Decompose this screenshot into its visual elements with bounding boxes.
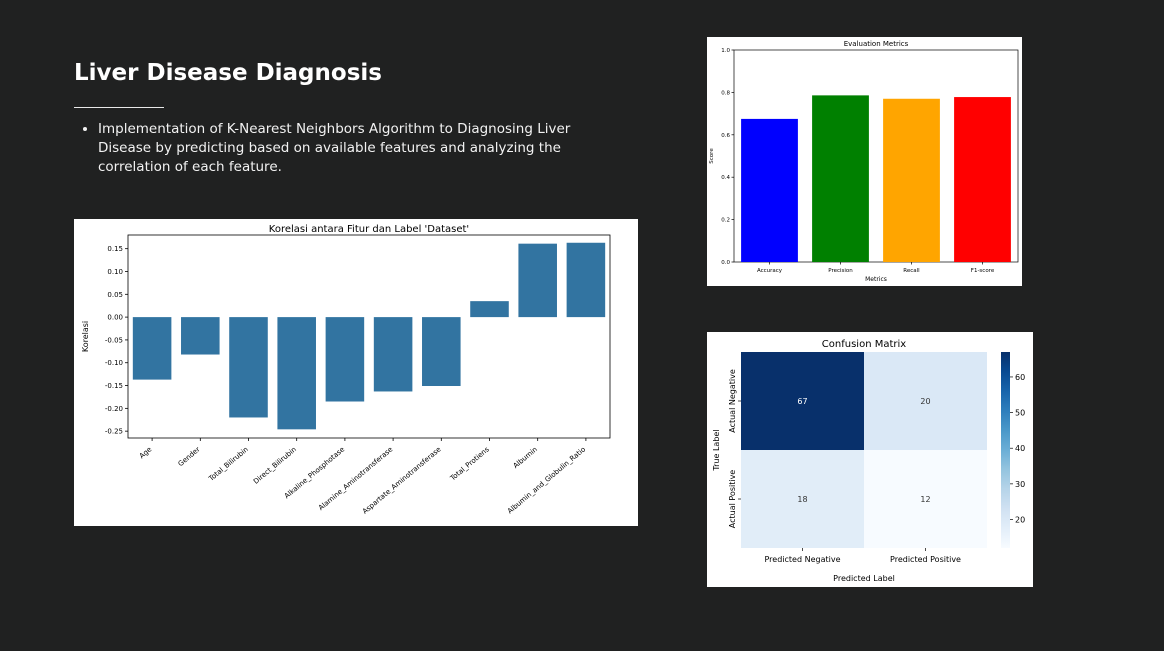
- x-tick-label: Accuracy: [757, 268, 783, 274]
- bar-accuracy: [741, 118, 798, 263]
- plot-frame: [733, 49, 1019, 263]
- cell-value: 18: [797, 495, 807, 504]
- y-tick-label: 0.6: [721, 133, 730, 139]
- colorbar: [1001, 352, 1010, 548]
- y-tick-label: 0.8: [721, 90, 730, 96]
- y-tick-label: Actual Negative: [728, 369, 737, 433]
- x-tick-label: Predicted Negative: [765, 555, 841, 564]
- y-tick-label: Actual Positive: [728, 470, 737, 529]
- x-tick-label: Recall: [903, 268, 920, 274]
- y-tick-label: -0.05: [105, 336, 123, 344]
- metrics-chart: Evaluation Metrics Score Metrics 0.0 0.2 0.4 0…: [709, 40, 1019, 283]
- x-axis-label: Metrics: [865, 276, 887, 283]
- y-tick-label: -0.20: [105, 405, 123, 413]
- plot-frame: [127, 234, 611, 439]
- bar-albumin_and_globulin_ratio: [566, 242, 606, 318]
- heatmap-cell: [864, 352, 987, 450]
- y-axis-label: Score: [709, 148, 715, 164]
- bar-age: [132, 317, 172, 380]
- cell-value: 12: [920, 495, 930, 504]
- bar-recall: [883, 98, 940, 262]
- x-tick-label: Total_Bilirubin: [207, 445, 250, 483]
- confusion-matrix: Confusion Matrix 67 20 18 12 Predicted Negati…: [712, 339, 1025, 583]
- x-tick-label: Albumin: [512, 445, 539, 470]
- correlation-chart: Korelasi antara Fitur dan Label 'Dataset…: [81, 224, 611, 516]
- x-tick-label: Precision: [828, 268, 853, 274]
- bar-alamine_aminotransferase: [373, 317, 413, 392]
- bar-gender: [181, 317, 220, 355]
- metrics-chart-panel: Evaluation Metrics Score Metrics 0.0 0.2 0.4 0…: [707, 37, 1022, 286]
- y-tick-label: -0.15: [105, 382, 123, 390]
- y-tick-label: 0.00: [107, 314, 123, 322]
- y-tick-label: 0.4: [721, 175, 730, 181]
- y-tick-label: -0.10: [105, 359, 123, 367]
- confusion-matrix-panel: Confusion Matrix 67 20 18 12 Predicted Negati…: [707, 332, 1033, 587]
- y-tick-label: 0.0: [721, 260, 730, 266]
- y-tick-label: 1.0: [721, 48, 730, 54]
- bar-total_protiens: [470, 301, 509, 318]
- bullet-item: Implementation of K-Nearest Neighbors Al…: [98, 120, 578, 177]
- colorbar-tick-label: 50: [1015, 409, 1025, 418]
- colorbar-tick-label: 40: [1015, 444, 1025, 453]
- bar-direct_bilirubin: [277, 317, 316, 430]
- bar-precision: [812, 95, 869, 262]
- x-tick-label: Age: [138, 445, 154, 460]
- colorbar-tick-label: 20: [1015, 515, 1025, 524]
- y-tick-label: 0.10: [107, 268, 123, 276]
- colorbar-tick-label: 30: [1015, 480, 1025, 489]
- slide-title: Liver Disease Diagnosis: [74, 60, 382, 86]
- x-tick-label: Predicted Positive: [890, 555, 961, 564]
- correlation-chart-panel: Korelasi antara Fitur dan Label 'Dataset…: [74, 219, 638, 526]
- y-axis-label: True Label: [712, 429, 721, 471]
- y-axis-label: Korelasi: [81, 321, 90, 352]
- y-tick-label: 0.05: [107, 291, 123, 299]
- bar-f1-score: [954, 97, 1011, 262]
- x-tick-label: Albumin_and_Globulin_Ratio: [506, 445, 587, 515]
- chart-title: Confusion Matrix: [822, 339, 906, 350]
- x-tick-label: Total_Protiens: [448, 445, 491, 483]
- chart-title: Evaluation Metrics: [844, 40, 909, 48]
- y-tick-label: -0.25: [105, 428, 123, 436]
- heatmap-cell: [741, 352, 864, 450]
- bar-alkaline_phosphotase: [325, 317, 365, 402]
- bar-aspartate_aminotransferase: [422, 317, 461, 386]
- colorbar-tick-label: 60: [1015, 373, 1025, 382]
- heatmap-cell: [864, 450, 987, 548]
- bar-total_bilirubin: [229, 317, 268, 418]
- x-tick-label: Aspartate_Aminotransferase: [361, 445, 443, 515]
- x-tick-label: F1-score: [971, 268, 995, 274]
- x-tick-label: Direct_Bilirubin: [252, 445, 298, 485]
- bullet-list: Implementation of K-Nearest Neighbors Al…: [80, 120, 578, 177]
- chart-title: Korelasi antara Fitur dan Label 'Dataset…: [269, 224, 469, 235]
- cell-value: 67: [797, 397, 807, 406]
- x-axis-label: Predicted Label: [833, 574, 895, 583]
- bar-albumin: [518, 243, 557, 318]
- y-tick-label: 0.2: [721, 218, 730, 224]
- cell-value: 20: [920, 397, 930, 406]
- y-tick-label: 0.15: [107, 245, 123, 253]
- x-tick-label: Gender: [177, 445, 202, 468]
- title-underline: [74, 107, 164, 108]
- heatmap-cell: [741, 450, 864, 548]
